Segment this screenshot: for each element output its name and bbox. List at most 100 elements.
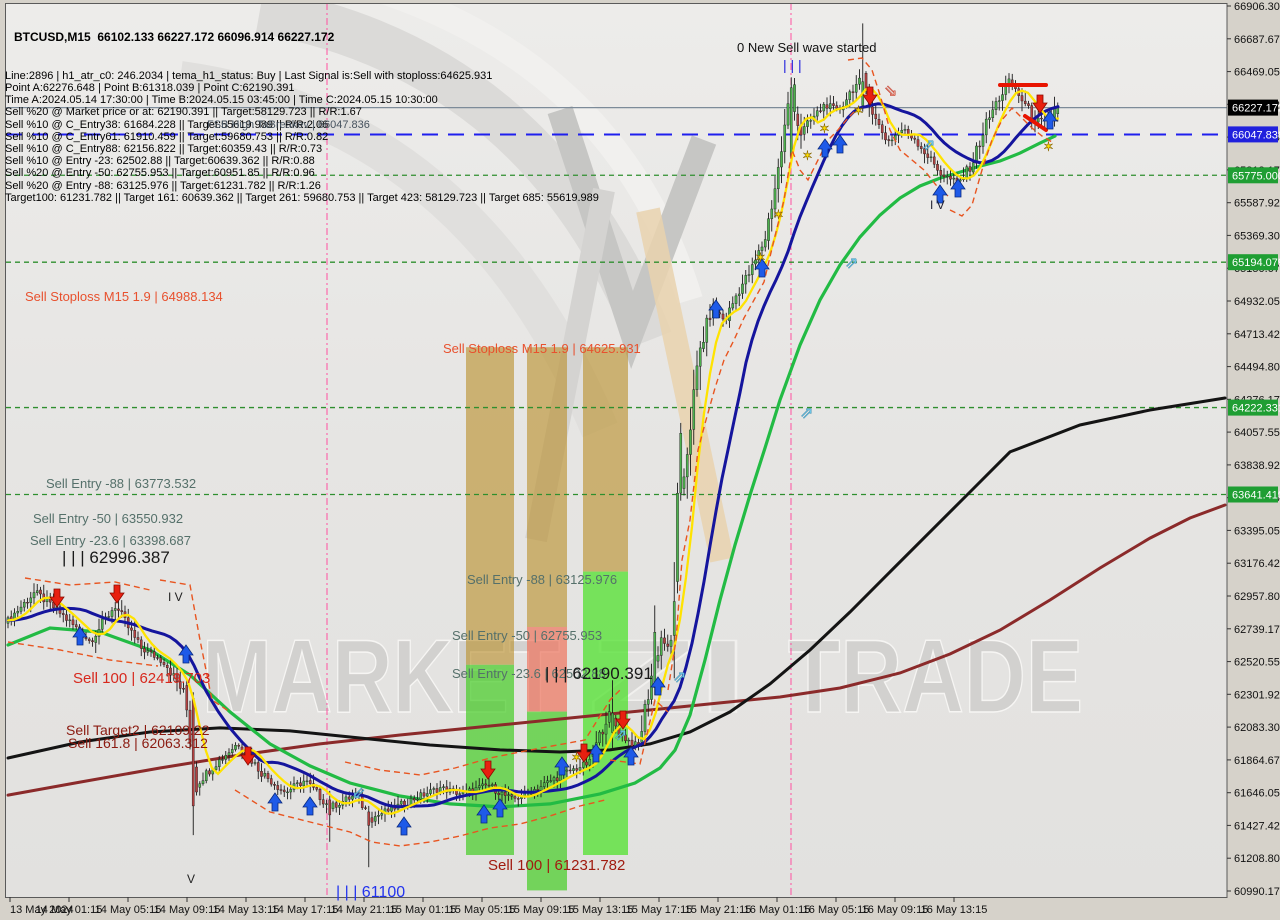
sell-arrow-icon xyxy=(1032,94,1048,114)
time-tick-label: 13 May 2024 xyxy=(10,904,74,916)
logo-diagonal-icon xyxy=(636,207,734,563)
price-tick-label: 62301.925 xyxy=(1234,689,1280,701)
candle-body xyxy=(672,601,676,636)
candle-body xyxy=(835,105,839,109)
candle-body xyxy=(416,799,419,801)
sell-arrow-icon xyxy=(49,588,65,608)
candle-body xyxy=(16,611,20,614)
candle-body xyxy=(165,665,169,668)
candle-body xyxy=(484,783,488,786)
candle-body xyxy=(94,636,98,643)
candle-body xyxy=(289,789,293,793)
candle-body xyxy=(1040,117,1043,120)
candle-body xyxy=(279,789,283,791)
candle-body xyxy=(663,637,666,644)
candle-body xyxy=(923,148,926,155)
candle-body xyxy=(256,762,260,772)
candle-body xyxy=(815,110,819,117)
star-marker-icon: ✶ xyxy=(853,103,864,118)
candle-body xyxy=(708,317,712,320)
candle-body xyxy=(146,650,150,653)
trail-dash-segment xyxy=(847,57,949,197)
sell-arrow-icon xyxy=(240,746,256,766)
candle-body xyxy=(692,389,696,430)
candle-body xyxy=(65,614,68,621)
price-tick-label: 61427.425 xyxy=(1234,820,1280,832)
candle-body xyxy=(900,130,904,133)
trail-dash-segment xyxy=(24,577,151,591)
candle-body xyxy=(422,792,426,797)
sell-arrow-icon xyxy=(480,760,496,780)
price-tick-label: 62083.300 xyxy=(1234,722,1280,734)
candle-body xyxy=(880,124,884,133)
candle-body xyxy=(780,151,783,168)
price-tick-label: 62957.800 xyxy=(1234,591,1280,603)
candle-body xyxy=(685,454,689,478)
candle-body xyxy=(29,597,33,603)
candle-body xyxy=(643,704,647,732)
candle-body xyxy=(965,166,969,178)
candle-body xyxy=(500,791,504,796)
candle-body xyxy=(32,592,36,599)
candle-body xyxy=(299,782,302,787)
candle-body xyxy=(364,807,367,809)
candle-body xyxy=(130,627,133,631)
price-tick-label: 63395.050 xyxy=(1234,525,1280,537)
candle-body xyxy=(429,789,432,794)
candle-body xyxy=(884,132,887,141)
candle-body xyxy=(676,493,679,582)
candle-body xyxy=(100,618,104,630)
candle-body xyxy=(351,795,354,800)
candle-body xyxy=(666,643,670,647)
ma-yellow-line xyxy=(6,87,1060,815)
candle-body xyxy=(770,208,774,219)
candle-body xyxy=(555,777,559,781)
candle-body xyxy=(624,734,627,741)
time-tick-label: 14 May 01:15 xyxy=(36,904,103,916)
candle-body xyxy=(741,283,744,294)
candle-body xyxy=(513,796,517,799)
candle-body xyxy=(74,624,78,628)
candle-body xyxy=(308,780,312,784)
candle-body xyxy=(936,164,939,171)
price-tick-label: 66469.050 xyxy=(1234,67,1280,79)
candle-body xyxy=(926,153,930,158)
candle-body xyxy=(318,789,322,800)
time-tick-label: 14 May 09:15 xyxy=(154,904,221,916)
candle-body xyxy=(152,651,156,658)
candle-body xyxy=(182,688,185,690)
candle-body xyxy=(747,274,751,276)
candle-body xyxy=(273,784,276,786)
price-tick-label: 61864.675 xyxy=(1234,755,1280,767)
candle-body xyxy=(978,145,982,148)
candle-body xyxy=(481,783,484,786)
time-tick-label: 15 May 21:15 xyxy=(685,904,752,916)
candle-body xyxy=(1036,117,1040,123)
sell-arrow-icon xyxy=(109,584,125,604)
candle-body xyxy=(419,792,423,800)
candle-body xyxy=(191,698,195,807)
candle-body xyxy=(802,126,806,135)
candle-body xyxy=(120,610,124,612)
candle-body xyxy=(117,608,120,611)
trail-dash-segment xyxy=(234,789,606,847)
sell-arrow-icon xyxy=(576,743,592,763)
candle-body xyxy=(656,655,660,662)
candle-body xyxy=(890,139,894,142)
candle-body xyxy=(806,120,809,127)
candle-body xyxy=(435,788,439,793)
candle-body xyxy=(757,250,761,261)
buy-arrow-icon xyxy=(554,756,570,776)
buy-arrow-icon xyxy=(396,816,412,836)
candle-body xyxy=(1030,105,1034,120)
price-badge xyxy=(1228,486,1278,503)
candle-body xyxy=(344,796,348,802)
candle-body xyxy=(601,731,605,735)
zone-band xyxy=(466,347,514,665)
trail-dash-segment xyxy=(344,687,623,776)
star-marker-icon: ✶ xyxy=(773,207,784,222)
candle-body xyxy=(1023,100,1027,104)
entry-zone-rectangles xyxy=(466,347,628,891)
zone-band xyxy=(527,347,567,627)
